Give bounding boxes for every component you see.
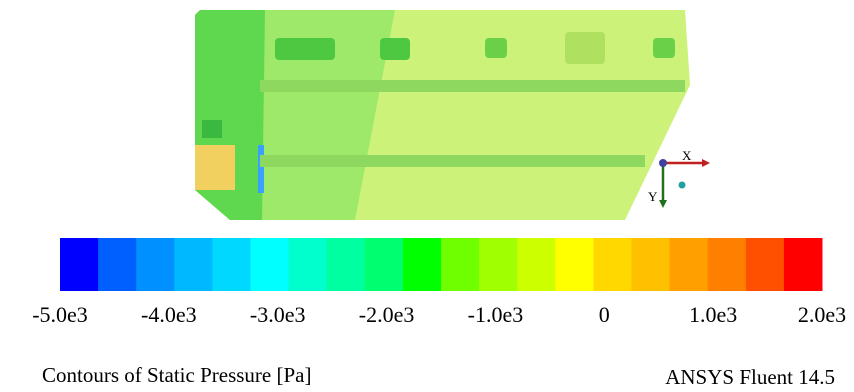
slot xyxy=(275,38,335,60)
color-band xyxy=(479,238,518,291)
color-band xyxy=(555,238,594,291)
rib xyxy=(260,155,645,167)
software-label: ANSYS Fluent 14.5 xyxy=(665,365,835,389)
axis-triad: X Y xyxy=(648,148,710,208)
x-arrow-head xyxy=(702,159,710,167)
color-band xyxy=(98,238,137,291)
color-band xyxy=(365,238,404,291)
tick-label: 0 xyxy=(599,302,610,327)
color-band xyxy=(174,238,213,291)
color-band xyxy=(251,238,290,291)
color-band xyxy=(403,238,442,291)
z-axis xyxy=(679,182,686,189)
color-band xyxy=(632,238,671,291)
color-band xyxy=(517,238,556,291)
color-band xyxy=(289,238,328,291)
rib xyxy=(260,80,685,92)
caption: Contours of Static Pressure [Pa] xyxy=(42,363,311,387)
x-axis-label: X xyxy=(682,148,692,163)
color-band xyxy=(746,238,785,291)
region-high xyxy=(195,145,235,190)
color-band xyxy=(136,238,175,291)
region-min xyxy=(258,145,264,193)
color-band xyxy=(784,238,823,291)
y-axis-label: Y xyxy=(648,189,658,204)
slot xyxy=(202,120,222,138)
color-band xyxy=(593,238,632,291)
tick-label: -3.0e3 xyxy=(250,302,306,327)
color-band xyxy=(441,238,480,291)
color-band xyxy=(708,238,747,291)
slot xyxy=(380,38,410,60)
tick-label: 1.0e3 xyxy=(689,302,737,327)
slot xyxy=(485,38,507,58)
tick-label: -4.0e3 xyxy=(141,302,197,327)
slot xyxy=(565,32,605,64)
color-band xyxy=(60,238,99,291)
color-band xyxy=(327,238,366,291)
tick-label: -5.0e3 xyxy=(32,302,88,327)
color-band xyxy=(670,238,709,291)
tick-label: -2.0e3 xyxy=(359,302,415,327)
colorbar: -5.0e3 -4.0e3 -3.0e3 -2.0e3 -1.0e3 0 1.0e3 2.0e… xyxy=(32,238,846,327)
origin xyxy=(659,159,667,167)
viewer: X Y -5.0e3 -4.0e3 -3.0e3 -2.0e3 -1.0e3 0 1.0e3… xyxy=(0,0,854,392)
color-band xyxy=(212,238,251,291)
tick-label: -1.0e3 xyxy=(468,302,524,327)
y-arrow-head xyxy=(659,200,667,208)
tick-label: 2.0e3 xyxy=(798,302,846,327)
geometry xyxy=(195,10,690,220)
slot xyxy=(653,38,675,58)
